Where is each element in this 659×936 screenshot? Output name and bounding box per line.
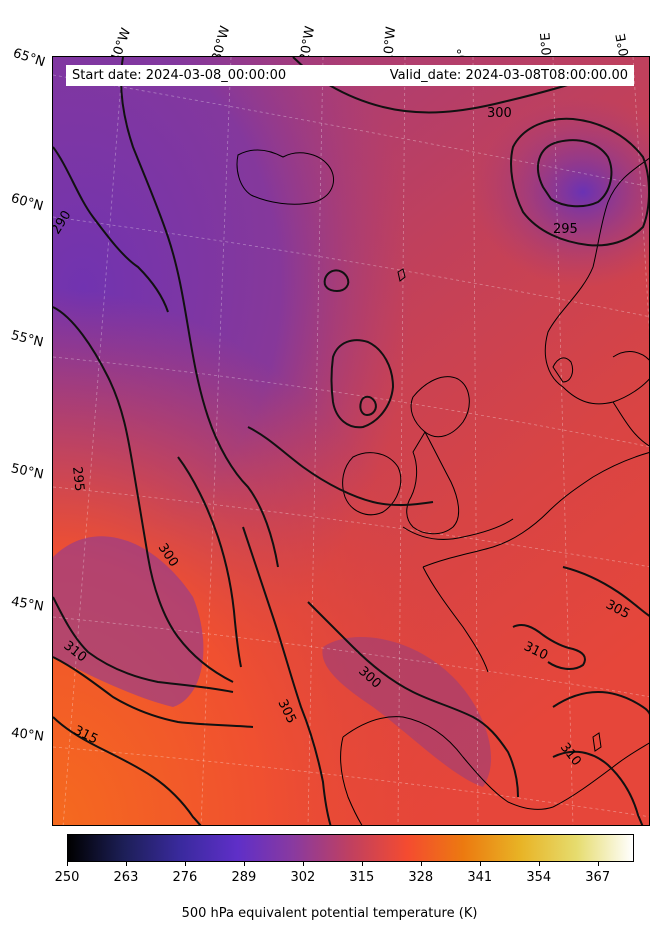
colorbar-tick-label: 367 xyxy=(585,870,611,885)
start-date-label: Start date: 2024-03-08_00:00:00 xyxy=(72,68,287,83)
contour-305-finger-b xyxy=(242,526,332,825)
contour-305-south xyxy=(53,596,234,693)
coast-scandinavia-south xyxy=(612,401,649,447)
contour-310-se3 xyxy=(552,750,644,825)
date-info-bar: Start date: 2024-03-08_00:00:00 Valid_da… xyxy=(66,65,634,86)
coastlines xyxy=(236,149,649,825)
colorbar-tick-label: 289 xyxy=(231,870,257,885)
cold-tongue-atlantic xyxy=(53,536,204,707)
contour-310-southeast xyxy=(512,624,586,670)
contour-315 xyxy=(53,716,202,825)
coast-iberia-west xyxy=(340,736,363,825)
colorbar-title: 500 hPa equivalent potential temperature… xyxy=(181,906,478,921)
lat-label-65n: 65°N xyxy=(10,45,47,71)
contour-label-295-b: 295 xyxy=(553,222,578,237)
colorbar-tick-label: 328 xyxy=(408,870,434,885)
contour-310-west xyxy=(53,656,254,728)
coast-england-south xyxy=(402,518,514,540)
contour-310-se2 xyxy=(552,690,649,715)
lat-label-55n: 55°N xyxy=(9,328,45,351)
contour-295-west xyxy=(53,306,234,683)
colorbar-tick xyxy=(479,862,481,866)
colorbar-tick-label: 302 xyxy=(290,870,316,885)
coast-mediterranean xyxy=(552,742,649,808)
valid-date-label: Valid_date: 2024-03-08T08:00:00.00 xyxy=(389,68,628,83)
map-canvas: 290 295 300 300 300 305 305 310 310 310 … xyxy=(53,57,649,825)
colorbar-tick-label: 263 xyxy=(113,870,139,885)
colorbar-tick xyxy=(243,862,245,866)
coast-scandinavia xyxy=(544,157,649,405)
lat-label-50n: 50°N xyxy=(9,461,45,483)
colorbar-tick xyxy=(302,862,304,866)
coast-ireland xyxy=(342,452,402,516)
lat-label-40n: 40°N xyxy=(10,725,45,745)
contour-305-main xyxy=(247,426,434,506)
colorbar xyxy=(67,834,634,862)
colorbar-tick xyxy=(538,862,540,866)
colorbar-tick xyxy=(184,862,186,866)
lat-label-60n: 60°N xyxy=(9,190,45,215)
contour-290 xyxy=(53,146,169,313)
colorbar-tick-label: 315 xyxy=(349,870,375,885)
contour-305-finger xyxy=(177,456,242,668)
coast-corsica xyxy=(592,732,602,752)
coast-denmark xyxy=(552,357,574,383)
contour-300-west xyxy=(120,57,279,568)
contours xyxy=(53,57,649,825)
contour-rockall-outer xyxy=(330,339,395,429)
colorbar-tick-label: 354 xyxy=(526,870,552,885)
lat-label-45n: 45°N xyxy=(9,594,45,615)
colorbar-tick xyxy=(597,862,599,866)
colorbar-tick xyxy=(67,862,68,866)
colorbar-tick-label: 341 xyxy=(467,870,493,885)
colorbar-tick-label: 250 xyxy=(54,870,80,885)
coast-scotland xyxy=(410,376,470,438)
contour-300-ne xyxy=(510,117,649,247)
colorbar-tick xyxy=(420,862,422,866)
contour-small-loop xyxy=(323,269,350,293)
colorbar-tick xyxy=(361,862,363,866)
contour-rockall-inner xyxy=(359,395,377,417)
coast-iceland xyxy=(236,149,335,205)
coast-iberia xyxy=(342,716,554,810)
coast-britain xyxy=(406,430,460,535)
contour-label-300-b: 300 xyxy=(487,106,512,121)
coast-faroe xyxy=(397,268,406,282)
cold-tongue-southeast xyxy=(322,637,492,787)
coast-continent xyxy=(422,452,649,568)
contour-label-295-a: 295 xyxy=(69,466,87,492)
contour-300-bay xyxy=(307,601,519,798)
colorbar-tick-label: 276 xyxy=(172,870,198,885)
contour-305-east xyxy=(562,566,649,617)
contour-295-ne xyxy=(537,139,613,208)
colorbar-tick xyxy=(125,862,127,866)
gridlines xyxy=(53,57,649,825)
coast-france-west xyxy=(422,566,489,673)
coast-baltic xyxy=(612,351,649,361)
map-panel[interactable]: 290 295 300 300 300 305 305 310 310 310 … xyxy=(52,56,650,826)
